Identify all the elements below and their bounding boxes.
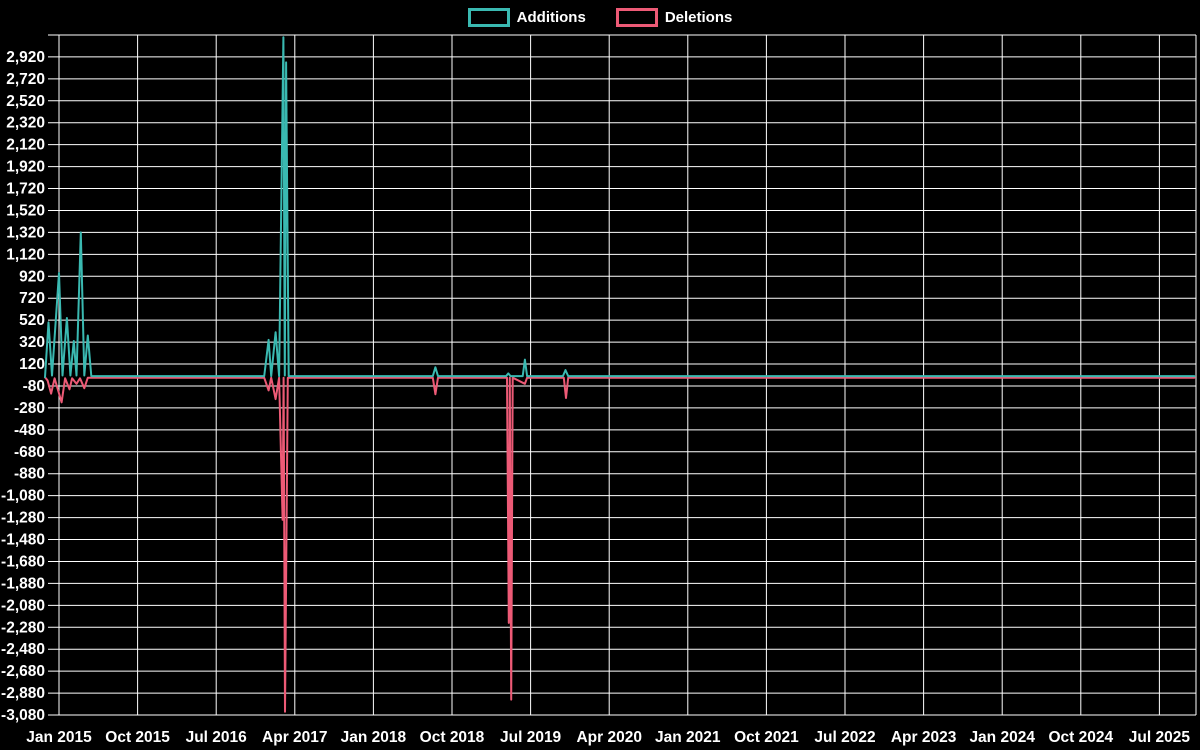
deletions-swatch-icon xyxy=(615,8,658,27)
y-tick-label: 320 xyxy=(19,334,45,351)
deletions-line xyxy=(44,376,1196,713)
y-tick-label: 1,320 xyxy=(6,224,45,241)
y-tick-label: 2,120 xyxy=(6,137,45,154)
x-tick-label: Oct 2024 xyxy=(1048,729,1113,746)
y-tick-label: -480 xyxy=(14,422,45,439)
x-axis-labels: Jan 2015 Oct 2015 Jul 2016 Apr 2017 Jan 2018… xyxy=(26,729,1190,746)
y-tick-label: 2,920 xyxy=(6,49,45,66)
x-tick-label: Jul 2016 xyxy=(186,729,248,746)
y-tick-label: -3,080 xyxy=(1,707,45,724)
x-tick-label: Jan 2018 xyxy=(341,729,407,746)
x-tick-label: Apr 2017 xyxy=(262,729,327,746)
legend-label-deletions: Deletions xyxy=(664,8,733,26)
y-tick-label: 520 xyxy=(19,312,45,329)
x-tick-label: Jul 2022 xyxy=(814,729,875,746)
additions-swatch-icon xyxy=(467,8,510,27)
y-tick-label: 1,520 xyxy=(6,202,45,219)
y-tick-label: -2,280 xyxy=(1,619,45,636)
x-tick-label: Jan 2015 xyxy=(26,729,92,746)
y-tick-label: -2,680 xyxy=(1,663,45,680)
y-tick-label: -680 xyxy=(14,444,45,461)
y-tick-label: -2,480 xyxy=(1,641,45,658)
horizontal-gridlines xyxy=(48,34,1196,716)
y-tick-label: -1,680 xyxy=(1,553,45,570)
vertical-gridlines xyxy=(58,35,1197,715)
y-tick-label: 1,120 xyxy=(6,246,45,263)
y-tick-label: -2,880 xyxy=(1,685,45,702)
additions-line xyxy=(44,36,1196,379)
y-tick-label: -880 xyxy=(14,466,45,483)
y-tick-label: -280 xyxy=(14,400,45,417)
x-tick-label: Apr 2020 xyxy=(576,729,641,746)
legend-item-additions[interactable]: Additions xyxy=(467,8,586,27)
legend-item-deletions[interactable]: Deletions xyxy=(615,8,733,27)
y-tick-label: 120 xyxy=(19,356,45,373)
x-tick-label: Apr 2023 xyxy=(891,729,957,746)
y-tick-label: -2,080 xyxy=(1,597,45,614)
y-tick-label: 2,720 xyxy=(6,71,45,88)
x-tick-label: Jul 2019 xyxy=(500,729,562,746)
y-tick-label: -1,080 xyxy=(1,488,45,505)
y-tick-label: -1,280 xyxy=(1,510,45,527)
y-tick-label: 1,720 xyxy=(6,181,45,198)
y-axis-labels: 2,920 2,720 2,520 2,320 2,120 1,920 1,720 1,520… xyxy=(1,49,45,724)
x-tick-label: Jan 2024 xyxy=(969,729,1035,746)
chart-legend: Additions Deletions xyxy=(0,8,1200,27)
y-tick-label: -1,480 xyxy=(1,532,45,549)
y-tick-label: 2,320 xyxy=(6,115,45,132)
x-tick-label: Jan 2021 xyxy=(655,729,721,746)
y-tick-label: -80 xyxy=(23,378,45,395)
y-tick-label: 720 xyxy=(19,290,45,307)
y-tick-label: 2,520 xyxy=(6,93,45,110)
y-tick-label: 1,920 xyxy=(6,159,45,176)
x-tick-label: Jul 2025 xyxy=(1129,729,1191,746)
x-tick-label: Oct 2018 xyxy=(420,729,485,746)
x-tick-label: Oct 2021 xyxy=(734,729,799,746)
y-tick-label: 920 xyxy=(19,268,45,285)
y-tick-label: -1,880 xyxy=(1,575,45,592)
legend-label-additions: Additions xyxy=(516,8,586,26)
x-tick-label: Oct 2015 xyxy=(105,729,170,746)
